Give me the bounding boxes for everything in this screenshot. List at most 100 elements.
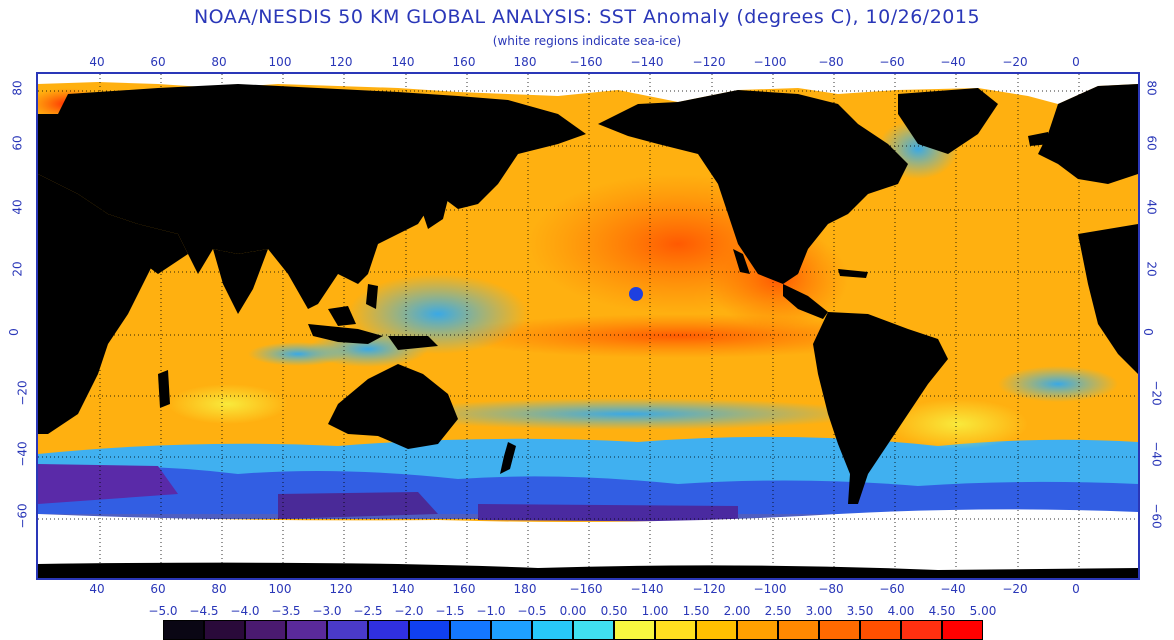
colorbar-tick-label: −3.0: [312, 604, 342, 618]
europe-west-land: [1038, 84, 1138, 184]
south-pacific-cool-band: [388, 398, 868, 430]
top-lon-label: −140: [630, 55, 664, 69]
colorbar-swatch: [860, 620, 901, 640]
colorbar-tick-label: 2.00: [723, 604, 751, 618]
colorbar-swatch: [573, 620, 614, 640]
bottom-lon-label: −80: [818, 582, 844, 596]
bottom-lon-label: −20: [1002, 582, 1028, 596]
top-lon-label: 160: [452, 55, 476, 69]
top-lon-label: −100: [753, 55, 787, 69]
antarctica-land: [38, 562, 1138, 578]
africa-land: [38, 174, 168, 434]
south-america-land: [813, 312, 948, 504]
colorbar-swatch: [614, 620, 655, 640]
right-lat-label: 20: [1144, 261, 1159, 277]
colorbar-tick-label: −0.5: [517, 604, 547, 618]
colorbar-tick-label: 2.50: [764, 604, 792, 618]
greenland-land: [898, 88, 998, 154]
colorbar-swatch: [737, 620, 778, 640]
africa-east-edge-land: [1078, 224, 1138, 374]
baja-land: [733, 249, 750, 274]
left-lat-label: 60: [10, 135, 25, 151]
bottom-lon-label: 120: [329, 582, 353, 596]
top-lon-label: −20: [1002, 55, 1028, 69]
colorbar-tick-label: −2.0: [394, 604, 424, 618]
top-lon-label: 80: [211, 55, 227, 69]
top-lon-label: 40: [89, 55, 105, 69]
map-canvas: [38, 74, 1138, 578]
bottom-lon-label: 80: [211, 582, 227, 596]
antarctic-sea-ice: [38, 509, 1138, 578]
colorbar-tick-label: 1.00: [641, 604, 669, 618]
south-indian-yellow: [168, 384, 288, 424]
top-lon-label: −120: [692, 55, 726, 69]
colorbar-swatch: [942, 620, 983, 640]
colorbar-swatch: [655, 620, 696, 640]
colorbar-swatch: [368, 620, 409, 640]
colorbar-tick-label: 5.00: [969, 604, 997, 618]
bottom-lon-label: −60: [879, 582, 905, 596]
arabia-land: [138, 224, 188, 274]
bottom-lon-label: −120: [692, 582, 726, 596]
colorbar-swatch: [532, 620, 573, 640]
borneo-land: [328, 306, 356, 326]
colorbar-tick-label: 0.00: [559, 604, 587, 618]
south-pacific-purple: [478, 504, 738, 522]
right-lat-label: −60: [1149, 503, 1164, 529]
colorbar-swatch: [819, 620, 860, 640]
bottom-lon-label: 140: [391, 582, 415, 596]
bottom-lon-label: 0: [1072, 582, 1080, 596]
left-lat-label: 20: [10, 261, 25, 277]
uk-land: [1088, 146, 1102, 168]
top-lon-label: −80: [818, 55, 844, 69]
indian-ocean-southern-cold: [38, 464, 178, 504]
bottom-lon-label: −160: [569, 582, 603, 596]
central-america-land: [783, 284, 828, 319]
left-lat-label: 40: [10, 199, 25, 215]
left-lat-label: 0: [6, 328, 21, 336]
top-lon-label: 120: [329, 55, 353, 69]
sst-anomaly-map: [36, 72, 1140, 580]
colorbar-tick-label: 3.50: [846, 604, 874, 618]
hawaii-cold-spot: [629, 287, 643, 301]
colorbar-swatch: [450, 620, 491, 640]
colorbar-tick-label: −3.5: [271, 604, 301, 618]
right-lat-label: 80: [1144, 80, 1159, 96]
colorbar-tick-label: −5.0: [148, 604, 178, 618]
map-title: NOAA/NESDIS 50 KM GLOBAL ANALYSIS: SST A…: [193, 6, 981, 28]
colorbar-swatch: [409, 620, 450, 640]
colorbar-tick-label: 4.50: [928, 604, 956, 618]
right-lat-label: −40: [1149, 441, 1164, 467]
top-lon-label: 100: [268, 55, 292, 69]
colorbar-swatch: [696, 620, 737, 640]
iceland-land: [1028, 132, 1050, 146]
colorbar-swatch: [286, 620, 327, 640]
top-lon-label: −40: [940, 55, 966, 69]
bottom-lon-label: 100: [268, 582, 292, 596]
right-lat-label: −20: [1149, 380, 1164, 406]
colorbar-tick-label: −4.0: [230, 604, 260, 618]
bottom-lon-label: −140: [630, 582, 664, 596]
top-lon-label: 0: [1072, 55, 1080, 69]
new-guinea-land: [388, 336, 438, 350]
new-zealand-land: [500, 442, 516, 474]
left-lat-label: −60: [15, 503, 30, 529]
top-lon-label: 180: [513, 55, 537, 69]
bottom-lon-label: −40: [940, 582, 966, 596]
colorbar-swatch: [327, 620, 368, 640]
colorbar-swatch: [204, 620, 245, 640]
antarctic-circumpolar-purple: [278, 492, 438, 519]
colorbar-swatch: [163, 620, 204, 640]
graticule: [38, 74, 1138, 578]
colorbar-tick-label: 0.50: [600, 604, 628, 618]
colorbar-tick-label: −2.5: [353, 604, 383, 618]
japan-land: [423, 189, 448, 229]
india-land: [213, 249, 268, 314]
colorbar-swatch: [901, 620, 942, 640]
madagascar-land: [158, 370, 170, 408]
colorbar-swatch: [245, 620, 286, 640]
bottom-lon-label: 60: [150, 582, 166, 596]
map-subtitle: (white regions indicate sea-ice): [492, 34, 682, 48]
right-lat-label: 40: [1144, 199, 1159, 215]
top-lon-label: −60: [879, 55, 905, 69]
